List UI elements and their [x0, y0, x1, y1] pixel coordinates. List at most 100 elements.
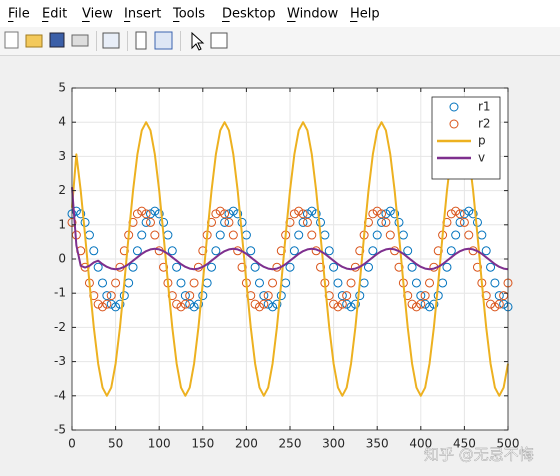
- data-marker: [342, 291, 352, 301]
- legend-label: r2: [478, 117, 491, 131]
- data-marker: [455, 209, 465, 219]
- x-tick-label: 450: [453, 437, 476, 451]
- menu-item[interactable]: Insert: [124, 7, 161, 22]
- y-tick-label: -1: [54, 286, 66, 300]
- y-tick-label: -5: [54, 423, 66, 437]
- data-marker: [451, 230, 461, 240]
- colorbar-icon[interactable]: [135, 31, 147, 50]
- data-marker: [150, 206, 160, 216]
- menu-item[interactable]: Edit: [42, 7, 67, 22]
- data-marker: [176, 278, 186, 288]
- data-marker: [298, 209, 308, 219]
- data-marker: [464, 206, 474, 216]
- data-marker: [416, 299, 426, 309]
- data-marker: [486, 262, 496, 272]
- save-icon[interactable]: [49, 32, 65, 48]
- data-marker: [211, 246, 221, 256]
- legend-box: [431, 96, 501, 180]
- legend-label: v: [478, 151, 485, 165]
- legend-label: p: [478, 134, 486, 148]
- data-marker: [381, 209, 391, 219]
- data-marker: [363, 262, 373, 272]
- data-marker: [481, 246, 491, 256]
- x-tick-label: 400: [409, 437, 432, 451]
- x-tick-label: 50: [108, 437, 123, 451]
- data-marker: [333, 302, 343, 312]
- data-marker: [420, 291, 430, 301]
- data-marker: [93, 299, 103, 309]
- data-marker: [446, 246, 456, 256]
- legend-icon[interactable]: [154, 31, 173, 50]
- data-marker: [224, 209, 234, 219]
- print-icon[interactable]: [71, 34, 89, 47]
- data-marker: [472, 262, 482, 272]
- data-marker: [316, 262, 326, 272]
- data-marker: [416, 291, 426, 301]
- data-marker: [464, 230, 474, 240]
- data-marker: [302, 217, 312, 227]
- data-marker: [180, 299, 190, 309]
- x-tick-label: 100: [148, 437, 171, 451]
- data-marker: [425, 302, 435, 312]
- data-marker: [494, 299, 504, 309]
- data-marker: [115, 299, 125, 309]
- y-tick-label: -3: [54, 354, 66, 368]
- data-marker: [285, 262, 295, 272]
- data-marker: [207, 262, 217, 272]
- property-icon[interactable]: [210, 32, 228, 49]
- data-marker: [80, 262, 90, 272]
- new-icon[interactable]: [4, 31, 19, 49]
- x-tick-label: 150: [191, 437, 214, 451]
- data-marker: [411, 278, 421, 288]
- data-marker: [490, 302, 500, 312]
- y-tick-label: 4: [58, 115, 66, 129]
- data-marker: [307, 230, 317, 240]
- data-marker: [268, 302, 278, 312]
- data-marker: [145, 217, 155, 227]
- toolbar: [0, 27, 560, 55]
- data-marker: [298, 217, 308, 227]
- data-marker: [246, 246, 256, 256]
- x-tick-label: 300: [322, 437, 345, 451]
- menu-item[interactable]: Tools: [172, 7, 205, 22]
- menu-item[interactable]: Window: [287, 7, 339, 22]
- data-marker: [215, 206, 225, 216]
- data-marker: [425, 278, 435, 288]
- data-marker: [311, 209, 321, 219]
- y-tick-label: -2: [54, 320, 66, 334]
- data-marker: [337, 299, 347, 309]
- data-marker: [128, 262, 138, 272]
- data-marker: [368, 209, 378, 219]
- menu-item[interactable]: Help: [350, 7, 380, 22]
- link-icon[interactable]: [102, 32, 120, 49]
- menu-item[interactable]: View: [82, 7, 113, 22]
- data-marker: [111, 278, 121, 288]
- data-marker: [307, 206, 317, 216]
- pointer-icon[interactable]: [191, 31, 205, 51]
- menu-item[interactable]: Desktop: [222, 7, 276, 22]
- data-marker: [198, 246, 208, 256]
- data-marker: [355, 246, 365, 256]
- legend-marker: [449, 102, 459, 112]
- data-marker: [254, 302, 264, 312]
- data-marker: [211, 209, 221, 219]
- toolbar-icons: [4, 31, 228, 51]
- data-marker: [442, 262, 452, 272]
- data-marker: [455, 217, 465, 227]
- data-marker: [172, 299, 182, 309]
- data-marker: [329, 299, 339, 309]
- menu-item[interactable]: File: [8, 7, 30, 22]
- data-marker: [137, 230, 147, 240]
- data-marker: [254, 278, 264, 288]
- data-marker: [263, 299, 273, 309]
- data-marker: [263, 291, 273, 301]
- data-marker: [368, 246, 378, 256]
- data-marker: [390, 209, 400, 219]
- data-marker: [385, 230, 395, 240]
- y-tick-label: 3: [58, 149, 66, 163]
- data-marker: [215, 230, 225, 240]
- open-icon[interactable]: [25, 34, 43, 48]
- data-marker: [98, 278, 108, 288]
- data-marker: [250, 262, 260, 272]
